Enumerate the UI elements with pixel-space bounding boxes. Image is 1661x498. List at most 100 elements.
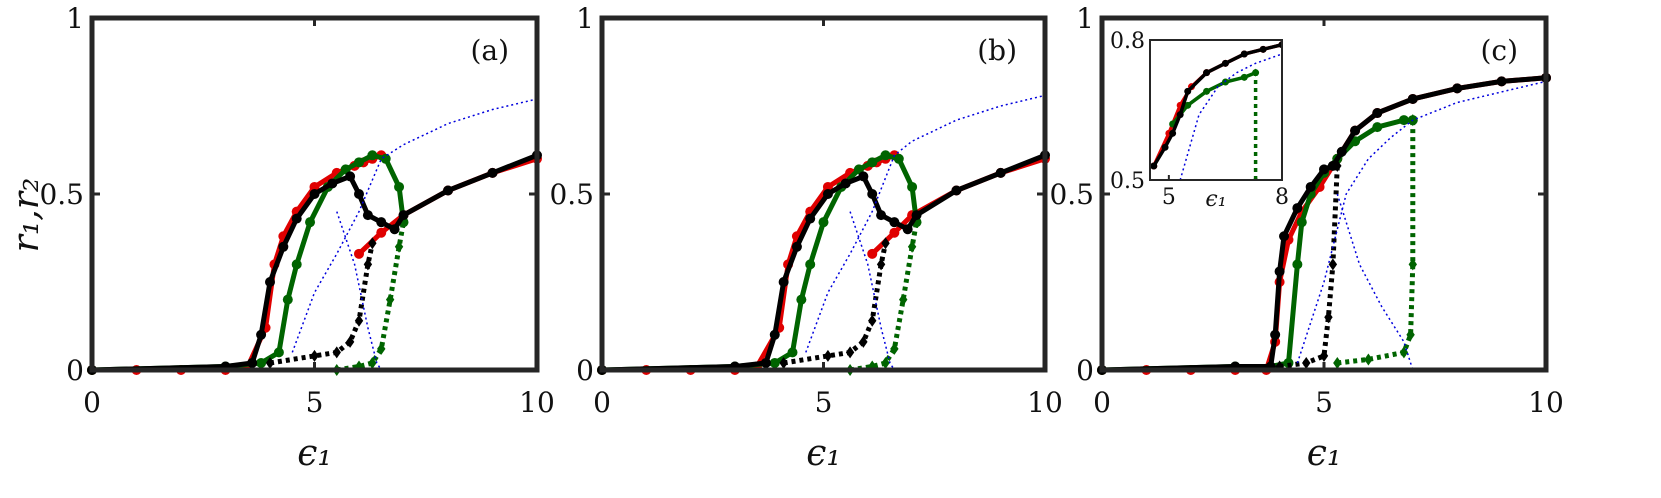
series-4-point xyxy=(899,293,908,306)
inset-series-3-line xyxy=(1152,42,1282,167)
series-2-point xyxy=(1333,356,1342,369)
series-2-point xyxy=(1408,258,1417,271)
series-5-point xyxy=(760,357,771,368)
series-6-point xyxy=(332,346,341,359)
series-6-point xyxy=(881,237,890,250)
series-0-point xyxy=(309,181,320,192)
series-3-point xyxy=(1407,93,1418,104)
series-3-point xyxy=(291,259,302,270)
series-5-point xyxy=(902,224,913,235)
x-tick-label: 0 xyxy=(83,386,101,419)
x-tick-label: 10 xyxy=(1027,386,1063,419)
series-5-point xyxy=(805,213,816,224)
series-3-point xyxy=(1279,231,1290,242)
series-5-point xyxy=(247,357,258,368)
inset-series-3-point xyxy=(1169,129,1177,137)
panel-a: 0 5 10 0 0.5 1 ϵ₁ (a) xyxy=(39,2,554,474)
series-6-point xyxy=(823,349,833,362)
inset-x-tick-label: 8 xyxy=(1275,185,1289,210)
y-tick-label: 0 xyxy=(66,354,84,387)
series-1-line xyxy=(870,156,1046,256)
series-3-point xyxy=(1319,164,1329,175)
series-5-point xyxy=(911,210,922,221)
series-2-line xyxy=(1337,120,1416,366)
y-tick-label: 1 xyxy=(1076,2,1094,35)
series-6-point xyxy=(868,314,877,327)
series-4-point xyxy=(1328,258,1338,271)
inset-x-axis-label: ϵ₁ xyxy=(1205,187,1226,212)
x-axis-label: ϵ₁ xyxy=(297,433,332,474)
series-5-point xyxy=(867,189,878,199)
series-4-point xyxy=(377,342,386,355)
series-0-point xyxy=(822,181,833,192)
series-3-point xyxy=(893,153,904,164)
series-3-point xyxy=(805,259,816,270)
series-4-point xyxy=(1302,356,1311,369)
series-3-point xyxy=(380,153,391,164)
series-3-point xyxy=(1274,266,1285,277)
series-5-point xyxy=(256,329,267,340)
series-3-point xyxy=(273,347,284,358)
series-8-line xyxy=(336,211,537,371)
x-axis-label: ϵ₁ xyxy=(1307,433,1342,474)
series-5-line xyxy=(1296,80,1547,364)
series-4-point xyxy=(1319,349,1329,362)
series-5-point xyxy=(822,189,833,199)
series-5-point xyxy=(389,224,400,235)
series-6-point xyxy=(779,356,788,369)
series-5-point xyxy=(265,277,275,287)
series-5-point xyxy=(778,277,789,287)
series-1-point xyxy=(354,248,364,259)
x-tick-label: 5 xyxy=(1315,386,1333,419)
series-5-point xyxy=(354,189,364,199)
inset-series-3-point xyxy=(1150,162,1158,170)
series-3-point xyxy=(305,217,316,228)
series-0-line xyxy=(92,152,383,373)
series-4-point xyxy=(890,342,899,355)
series-1-point xyxy=(1398,115,1409,126)
series-3-point xyxy=(1452,83,1463,94)
series-3-point xyxy=(787,347,798,358)
series-3-point xyxy=(818,217,829,228)
series-3-point xyxy=(1305,181,1316,192)
series-3-point xyxy=(256,357,267,368)
series-3-point xyxy=(880,150,891,161)
series-4-line xyxy=(1279,165,1340,369)
series-1-point xyxy=(1292,259,1303,270)
series-5-point xyxy=(995,167,1006,178)
panel-c: 0 5 10 0 0.5 1 ϵ₁ (c) 5 8 0.5 0.8 ϵ₁ xyxy=(1049,2,1563,474)
series-3-point xyxy=(354,157,364,168)
series-3-point xyxy=(1292,203,1303,214)
series-3-point xyxy=(1496,76,1507,87)
series-5-point xyxy=(951,185,962,196)
series-4-point xyxy=(394,240,404,253)
series-6-point xyxy=(354,314,364,327)
series-5-point xyxy=(889,217,900,228)
series-6-line xyxy=(1336,193,1546,371)
series-4-point xyxy=(385,293,395,306)
series-5-point xyxy=(398,210,409,221)
series-5-point xyxy=(791,241,802,252)
x-axis-label: ϵ₁ xyxy=(806,433,841,474)
series-0-line xyxy=(602,152,896,373)
y-axis-label: r₁,r₂ xyxy=(6,178,47,253)
series-6-point xyxy=(265,356,275,369)
series-3-point xyxy=(796,294,807,305)
inset-series-3-point xyxy=(1259,45,1267,53)
inset-series-1-point xyxy=(1184,101,1192,109)
series-3-point xyxy=(282,294,293,305)
series-5-point xyxy=(840,178,851,189)
series-3-point xyxy=(907,181,918,192)
series-5-point xyxy=(487,167,498,178)
series-5-point xyxy=(327,178,338,189)
inset-series-2-point xyxy=(1252,68,1259,77)
panel-label: (b) xyxy=(977,34,1017,67)
series-5-point xyxy=(443,185,453,196)
inset-y-tick-label: 0.5 xyxy=(1110,169,1145,194)
y-tick-label: 0 xyxy=(1076,354,1094,387)
y-tick-label: 0.5 xyxy=(549,178,594,211)
series-3-point xyxy=(1350,125,1361,136)
series-3-point xyxy=(769,357,780,368)
inset-plot: 5 8 0.5 0.8 ϵ₁ xyxy=(1110,29,1289,212)
x-tick-label: 10 xyxy=(519,386,555,419)
